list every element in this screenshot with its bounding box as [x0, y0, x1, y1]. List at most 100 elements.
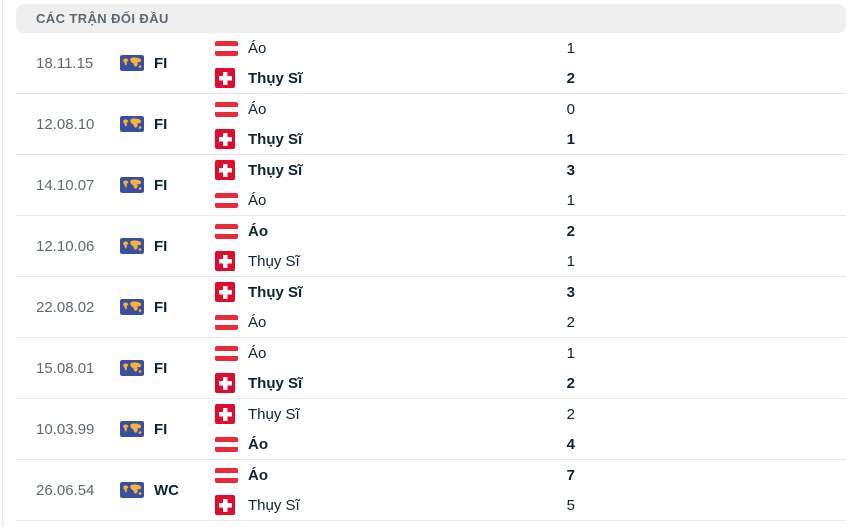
team-score: 2 [566, 313, 575, 331]
team-line: Thụy Sĩ 3 [215, 277, 575, 307]
team-flag-box [215, 129, 239, 149]
team-flag-box [215, 373, 239, 393]
match-row[interactable]: 22.08.02 FI Thụy Sĩ 3 Áo [16, 277, 846, 338]
world-map-icon [120, 299, 144, 315]
match-row[interactable]: 14.10.07 FI Thụy Sĩ 3 Áo [16, 155, 846, 216]
match-row[interactable]: 26.06.54 WC Áo 7 Thụy Sĩ [16, 460, 846, 521]
competition-badge: FI [120, 399, 167, 459]
team-flag-box [215, 251, 239, 271]
competition-label: FI [154, 115, 168, 133]
team-line: Thụy Sĩ 2 [215, 63, 575, 93]
team-score: 2 [566, 405, 575, 423]
team-flag-box [215, 101, 239, 117]
matches-list: 18.11.15 FI Áo 1 Thụy Sĩ [16, 33, 846, 521]
team-name: Áo [248, 39, 267, 57]
match-date: 15.08.01 [36, 359, 95, 377]
competition-label: FI [154, 420, 168, 438]
team-line: Áo 2 [215, 216, 575, 246]
team-score: 1 [566, 39, 575, 57]
switzerland-flag-icon [215, 129, 235, 149]
team-flag-box [215, 314, 239, 330]
competition-label: FI [154, 54, 168, 72]
austria-flag-icon [215, 467, 238, 483]
world-map-icon [120, 360, 144, 376]
competition-badge: FI [120, 277, 167, 337]
team-line: Áo 1 [215, 338, 575, 368]
teams-block: Áo 7 Thụy Sĩ 5 [215, 460, 575, 520]
switzerland-flag-icon [215, 404, 235, 424]
team-name: Thụy Sĩ [248, 69, 303, 87]
team-score: 4 [566, 435, 575, 453]
team-line: Thụy Sĩ 1 [215, 124, 575, 154]
team-line: Áo 7 [215, 460, 575, 490]
team-score: 1 [566, 191, 575, 209]
team-name: Áo [248, 435, 268, 453]
match-date: 14.10.07 [36, 176, 95, 194]
team-line: Thụy Sĩ 3 [215, 155, 575, 185]
team-flag-box [215, 223, 239, 239]
switzerland-flag-icon [215, 495, 235, 515]
match-date: 12.08.10 [36, 115, 95, 133]
switzerland-flag-icon [215, 68, 235, 88]
team-name: Áo [248, 222, 268, 240]
match-date: 18.11.15 [36, 54, 94, 72]
team-flag-box [215, 436, 239, 452]
team-score: 1 [566, 252, 575, 270]
competition-label: FI [154, 359, 168, 377]
switzerland-flag-icon [215, 373, 235, 393]
world-map-icon [120, 238, 144, 254]
competition-badge: FI [120, 155, 167, 215]
team-name: Áo [248, 466, 268, 484]
austria-flag-icon [215, 436, 238, 452]
team-flag-box [215, 345, 239, 361]
teams-block: Áo 2 Thụy Sĩ 1 [215, 216, 575, 276]
competition-badge: WC [120, 460, 179, 520]
austria-flag-icon [215, 345, 238, 361]
match-date: 10.03.99 [36, 420, 95, 438]
match-date: 22.08.02 [36, 298, 95, 316]
match-row[interactable]: 10.03.99 FI Thụy Sĩ 2 Áo [16, 399, 846, 460]
team-score: 2 [566, 222, 575, 240]
team-name: Áo [248, 191, 267, 209]
world-map-icon [120, 55, 144, 71]
team-score: 1 [566, 344, 575, 362]
teams-block: Thụy Sĩ 3 Áo 2 [215, 277, 575, 337]
world-map-icon [120, 177, 144, 193]
match-row[interactable]: 12.08.10 FI Áo 0 Thụy Sĩ [16, 94, 846, 155]
card-header: CÁC TRẬN ĐỐI ĐẦU [16, 4, 846, 33]
world-map-icon [120, 421, 144, 437]
team-name: Áo [248, 100, 267, 118]
team-line: Áo 1 [215, 185, 575, 215]
team-score: 7 [566, 466, 575, 484]
team-name: Áo [248, 344, 267, 362]
competition-label: FI [154, 237, 168, 255]
team-line: Thụy Sĩ 1 [215, 246, 575, 276]
teams-block: Thụy Sĩ 3 Áo 1 [215, 155, 575, 215]
team-flag-box [215, 404, 239, 424]
match-date: 26.06.54 [36, 481, 95, 499]
head-to-head-card: CÁC TRẬN ĐỐI ĐẦU 18.11.15 FI Áo 1 [16, 4, 846, 521]
team-score: 2 [566, 374, 575, 392]
team-line: Thụy Sĩ 2 [215, 368, 575, 398]
match-row[interactable]: 15.08.01 FI Áo 1 Thụy Sĩ [16, 338, 846, 399]
team-score: 2 [566, 69, 575, 87]
team-line: Áo 2 [215, 307, 575, 337]
team-flag-box [215, 495, 239, 515]
match-row[interactable]: 18.11.15 FI Áo 1 Thụy Sĩ [16, 33, 846, 94]
team-flag-box [215, 282, 239, 302]
competition-badge: FI [120, 338, 167, 398]
team-name: Thụy Sĩ [248, 496, 300, 514]
teams-block: Thụy Sĩ 2 Áo 4 [215, 399, 575, 459]
team-name: Thụy Sĩ [248, 252, 300, 270]
team-score: 5 [566, 496, 575, 514]
team-score: 3 [566, 283, 575, 301]
competition-label: FI [154, 298, 168, 316]
match-row[interactable]: 12.10.06 FI Áo 2 Thụy Sĩ [16, 216, 846, 277]
page-left-divider [2, 0, 3, 527]
competition-label: WC [154, 481, 179, 499]
team-name: Thụy Sĩ [248, 374, 303, 392]
competition-badge: FI [120, 216, 167, 276]
austria-flag-icon [215, 101, 238, 117]
teams-block: Áo 0 Thụy Sĩ 1 [215, 94, 575, 154]
